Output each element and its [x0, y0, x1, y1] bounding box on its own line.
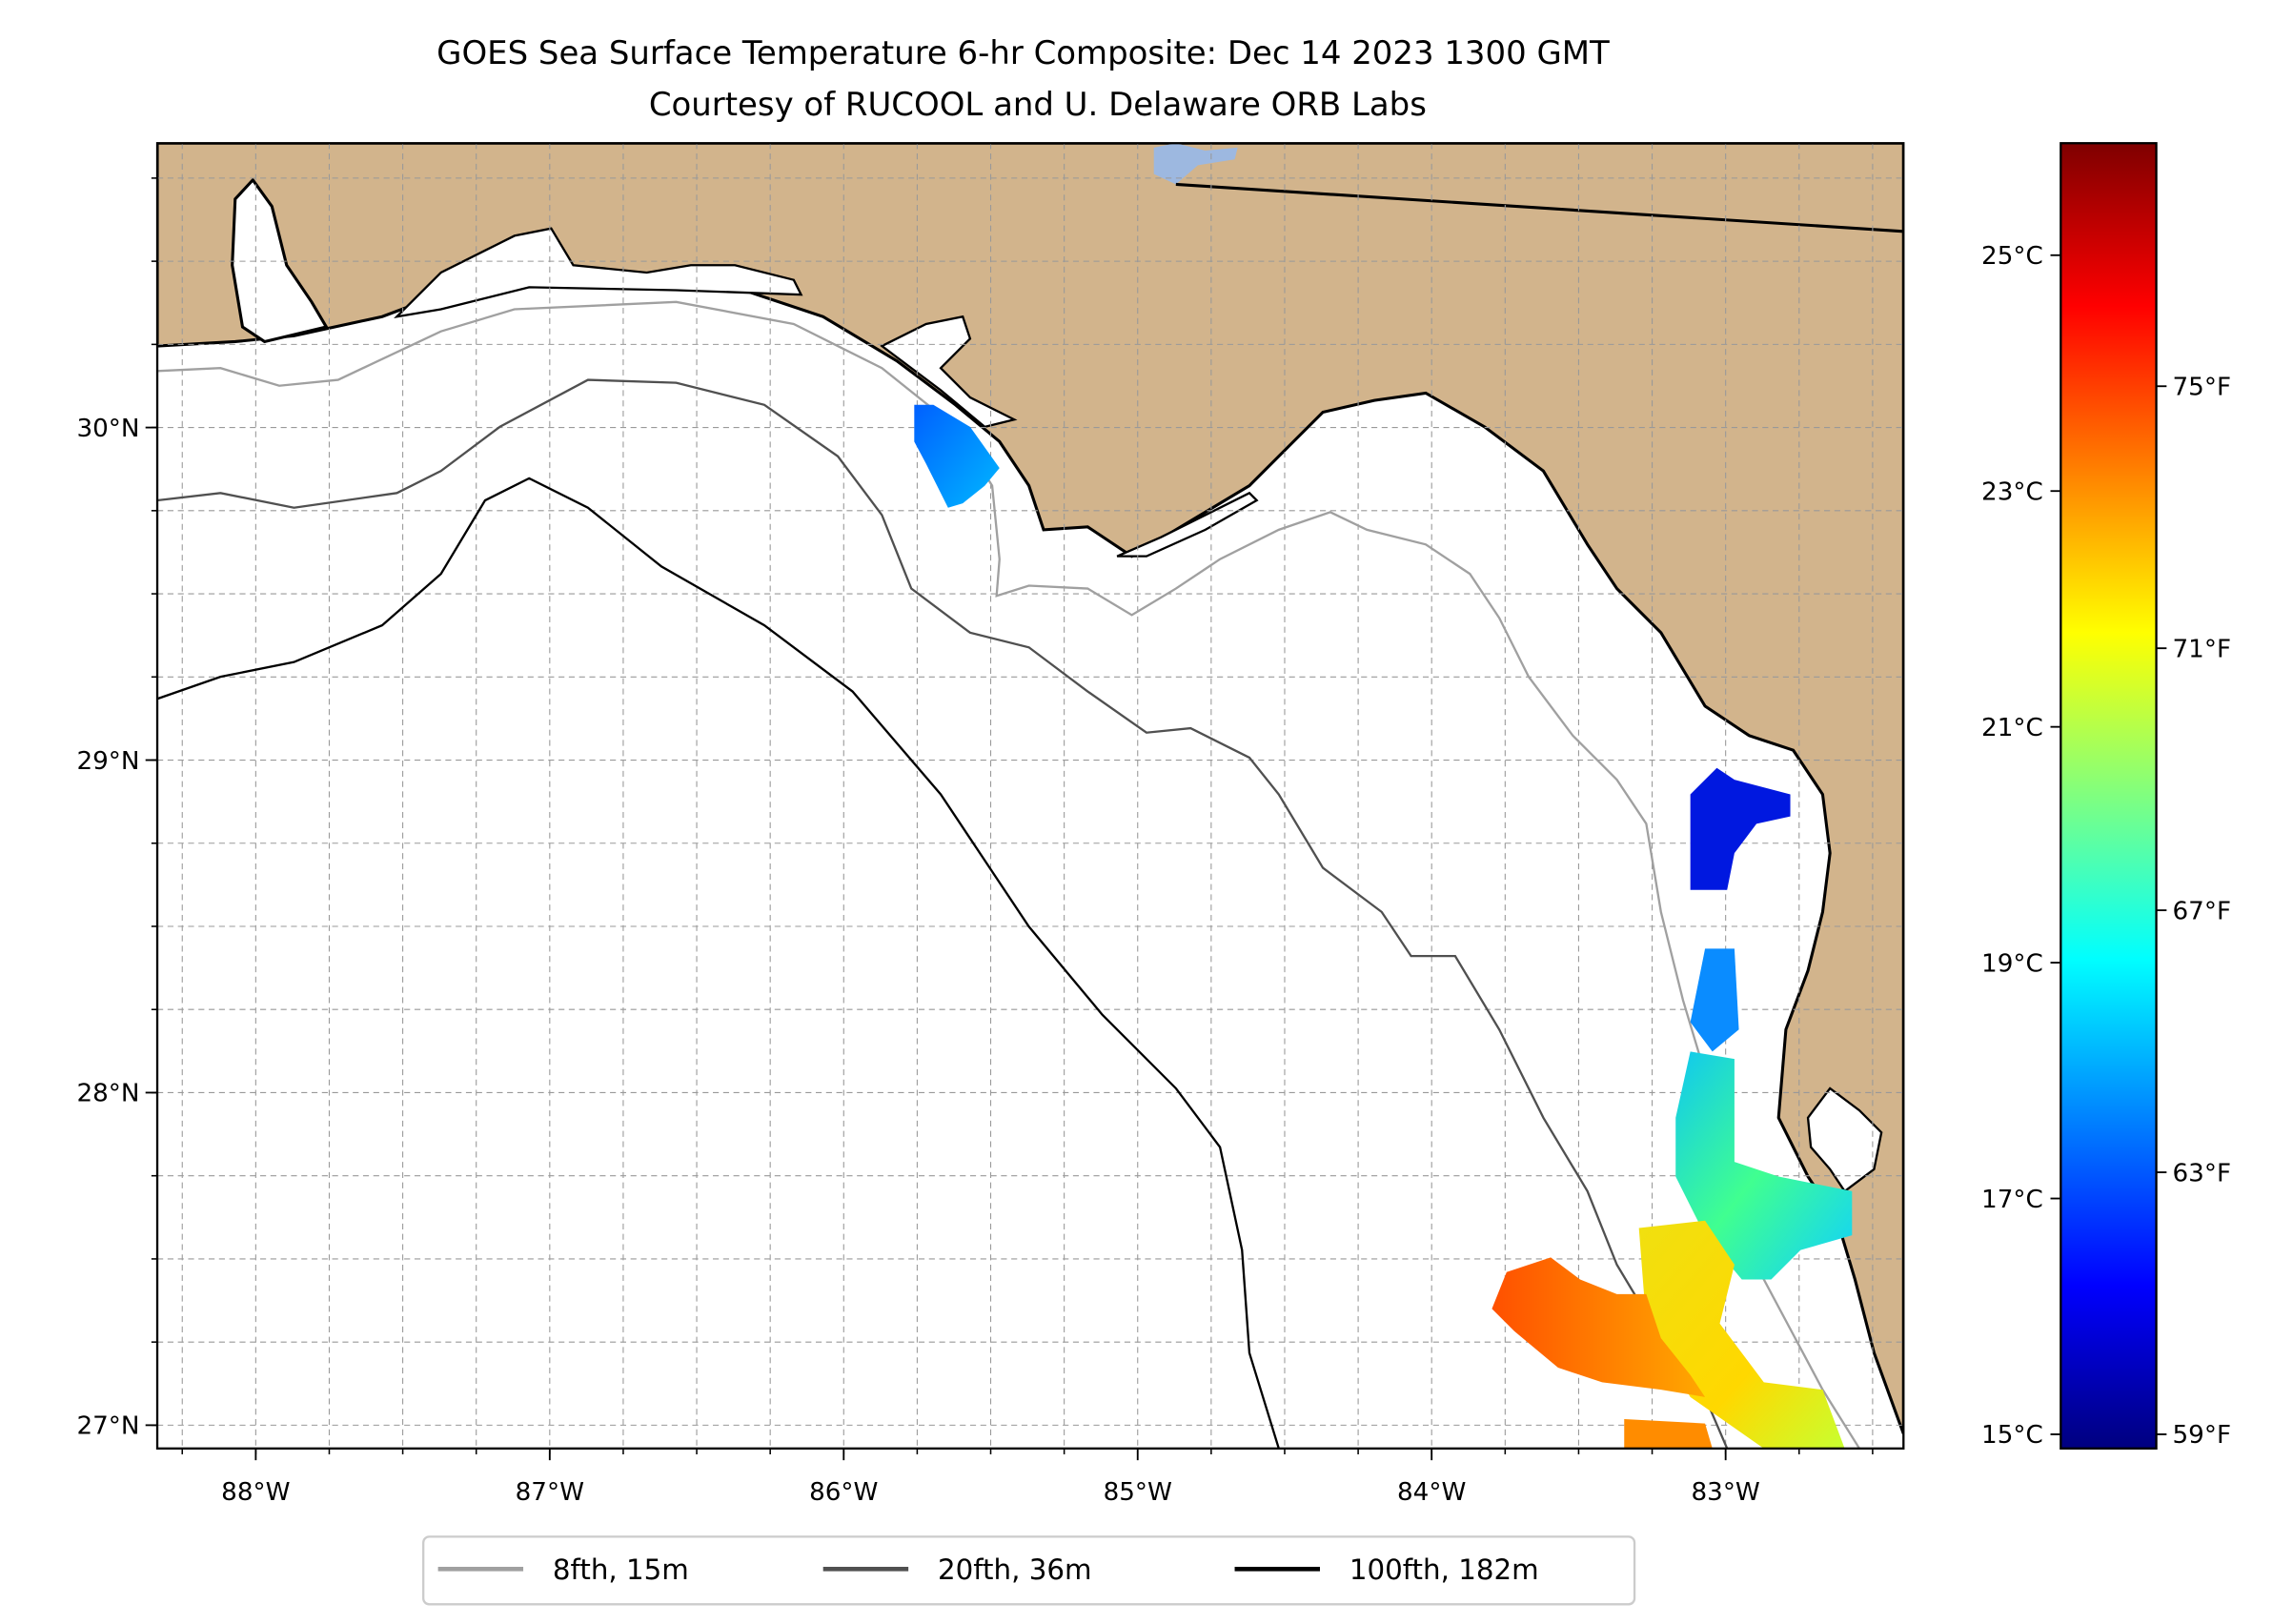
legend-label: 20fth, 36m — [938, 1553, 1092, 1586]
sst-patch-panhandle — [914, 404, 1000, 508]
lat-tick-label: 29°N — [76, 747, 139, 776]
tampa-bay — [1806, 1086, 1883, 1193]
lat-tick-label: 30°N — [76, 415, 139, 443]
legend-label: 8fth, 15m — [553, 1553, 689, 1586]
colorbar — [2060, 142, 2158, 1450]
isobath-100fth — [157, 477, 1280, 1449]
celsius-tick-label: 23°C — [1981, 477, 2043, 506]
lat-tick-label: 27°N — [76, 1412, 139, 1441]
title-line-2: Courtesy of RUCOOL and U. Delaware ORB L… — [649, 87, 1427, 124]
lake — [1153, 143, 1238, 185]
celsius-tick-label: 19°C — [1981, 949, 2043, 978]
sst-patch-cyan — [1675, 1051, 1853, 1280]
isobath-8fth — [157, 300, 1861, 1449]
colorbar-ticks: 15°C 17°C 19°C 21°C 23°C 25°C 59°F 63°F 67°F 71°F… — [1981, 242, 2231, 1450]
axis-ticks: 88°W 87°W 86°W 85°W 84°W 83°W 30°N 29°N 28°N 27°N — [76, 177, 1874, 1507]
st-andrew-bay — [880, 315, 1018, 429]
fahrenheit-tick-label: 67°F — [2173, 897, 2232, 925]
sst-patch-orange-bottom — [1624, 1418, 1713, 1449]
map-axes — [157, 143, 1904, 1449]
gridlines — [157, 143, 1904, 1449]
state-border — [1175, 182, 1904, 233]
sst-patch-orange — [1491, 1257, 1706, 1397]
legend: 8fth, 15m 20fth, 36m 100fth, 182m — [422, 1535, 1636, 1606]
celsius-tick-label: 17°C — [1981, 1186, 2043, 1214]
sst-patches — [914, 404, 1853, 1449]
lon-tick-label: 85°W — [1104, 1478, 1172, 1507]
lat-tick-label: 28°N — [76, 1080, 139, 1108]
lon-tick-label: 84°W — [1397, 1478, 1466, 1507]
fahrenheit-tick-label: 71°F — [2173, 635, 2232, 663]
legend-box — [422, 1535, 1636, 1606]
legend-item: 100fth, 182m — [1234, 1553, 1539, 1586]
fahrenheit-tick-label: 59°F — [2173, 1421, 2232, 1450]
celsius-tick-label: 25°C — [1981, 242, 2043, 271]
celsius-tick-label: 21°C — [1981, 714, 2043, 742]
lon-tick-label: 83°W — [1691, 1478, 1759, 1507]
lon-tick-label: 88°W — [221, 1478, 290, 1507]
celsius-tick-label: 15°C — [1981, 1421, 2043, 1450]
title-line-1: GOES Sea Surface Temperature 6-hr Compos… — [436, 35, 1610, 72]
sst-patch-bigbend — [1690, 767, 1791, 890]
isobath-20fth — [157, 378, 1729, 1449]
lon-tick-label: 86°W — [809, 1478, 878, 1507]
apalachee-islands — [1116, 491, 1259, 558]
pensacola-bay — [394, 227, 803, 318]
legend-item: 8fth, 15m — [437, 1553, 689, 1586]
sst-patch-blue-strip — [1690, 948, 1739, 1052]
fahrenheit-tick-label: 75°F — [2173, 374, 2232, 402]
fahrenheit-tick-label: 63°F — [2173, 1159, 2232, 1188]
legend-item: 20fth, 36m — [822, 1553, 1092, 1586]
map-frame — [155, 142, 1905, 1450]
legend-label: 100fth, 182m — [1349, 1553, 1539, 1586]
lon-tick-label: 87°W — [516, 1478, 584, 1507]
